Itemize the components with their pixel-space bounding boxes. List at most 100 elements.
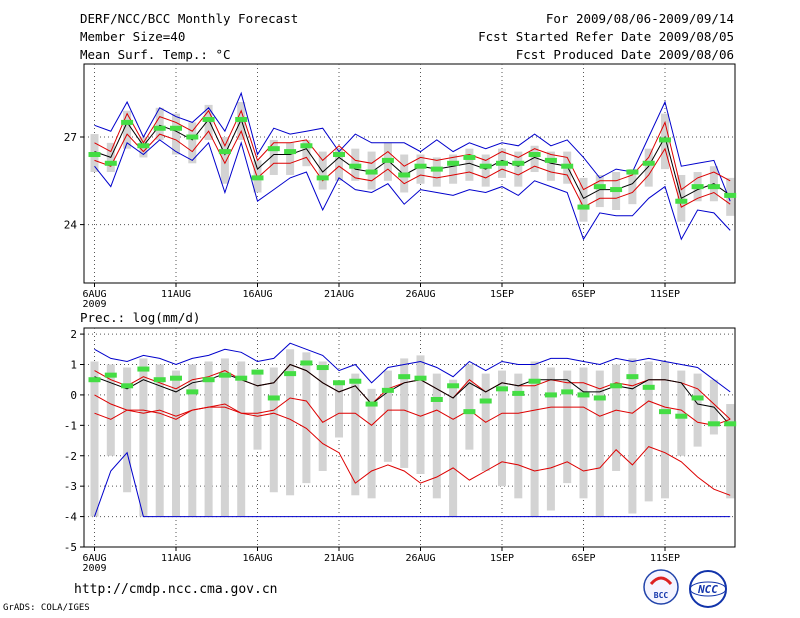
temp-box	[546, 151, 555, 181]
prec-year-label: 2009	[82, 563, 106, 574]
prec-box	[563, 370, 572, 484]
prec-box	[318, 361, 327, 471]
prec-series-mean	[94, 363, 731, 426]
temp-xtick-label: 11SEP	[650, 289, 680, 300]
prec-median-mark	[512, 390, 525, 396]
temp-median-mark	[202, 116, 215, 122]
temp-median-mark	[447, 160, 460, 166]
temp-median-mark	[528, 152, 541, 158]
temp-series-lower	[94, 129, 731, 208]
prec-box	[498, 370, 506, 487]
temp-box	[188, 122, 197, 164]
temp-box	[286, 142, 295, 175]
prec-box	[432, 373, 441, 499]
temp-series-mean	[94, 118, 731, 200]
prec-median-mark	[626, 374, 639, 380]
prec-xtick-label: 26AUG	[405, 553, 435, 564]
temp-median-mark	[88, 152, 101, 158]
prec-box	[579, 367, 588, 499]
prec-median-mark	[104, 372, 117, 378]
temp-box	[579, 177, 588, 222]
prec-median-mark	[496, 386, 508, 392]
prec-median-mark	[316, 365, 329, 371]
temp-box	[481, 154, 490, 187]
forecast-range: For 2009/08/06-2009/09/14	[545, 11, 734, 26]
bcc-logo: BCC	[643, 569, 679, 605]
temp-median-mark	[381, 157, 394, 163]
temp-xtick-label: 21AUG	[324, 289, 354, 300]
prec-box	[546, 367, 555, 511]
prec-median-mark	[235, 375, 248, 381]
temp-median-mark	[251, 175, 264, 181]
prec-xtick-label: 21AUG	[324, 553, 354, 564]
prec-series-inner-low	[94, 406, 731, 496]
prec-median-mark	[381, 387, 394, 393]
temp-median-mark	[349, 163, 362, 169]
temp-median-mark	[153, 125, 166, 131]
prec-box	[465, 364, 474, 450]
prec-median-mark	[414, 375, 427, 381]
prec-xtick-label: 16AUG	[242, 553, 272, 564]
prec-median-mark	[593, 395, 606, 401]
prec-box	[139, 358, 148, 517]
temp-xtick-label: 6SEP	[571, 289, 595, 300]
temp-xtick-label: 16AUG	[242, 289, 272, 300]
temp-box	[155, 107, 164, 140]
prec-box	[220, 358, 229, 517]
prec-box	[237, 361, 246, 517]
temp-median-mark	[479, 163, 492, 169]
prec-median-mark	[528, 378, 541, 384]
prec-median-mark	[675, 413, 688, 419]
temp-box	[465, 148, 474, 181]
prec-median-mark	[284, 371, 297, 377]
bcc-logo-mark	[649, 576, 673, 586]
temp-median-mark	[675, 198, 688, 204]
temp-xtick-label: 6AUG	[82, 289, 106, 300]
prec-median-mark	[333, 380, 345, 386]
prec-ytick-label: -4	[64, 511, 78, 524]
prec-box	[595, 370, 604, 517]
prec-median-mark	[202, 377, 215, 383]
prec-median-mark	[479, 398, 492, 404]
temp-median-mark	[626, 169, 639, 175]
temp-box	[123, 110, 132, 149]
prec-box	[644, 361, 653, 502]
precip-ylabel: Prec.: log(mm/d)	[80, 310, 200, 325]
member-size: Member Size=40	[80, 29, 186, 44]
prec-box	[302, 352, 311, 484]
prec-box	[416, 355, 425, 474]
precipitation-plot-frame	[83, 327, 736, 548]
prec-box	[612, 364, 621, 471]
prec-median-mark	[267, 395, 280, 401]
temp-box	[514, 151, 523, 187]
prec-box	[188, 364, 197, 517]
variable-label: Mean Surf. Temp.: °C	[80, 47, 231, 62]
prec-median-mark	[544, 392, 557, 398]
temp-median-mark	[707, 184, 720, 190]
temp-box	[595, 174, 604, 208]
prec-box	[172, 370, 180, 517]
prec-box	[123, 367, 132, 493]
prec-median-mark	[610, 383, 623, 389]
temp-median-mark	[333, 152, 345, 158]
prec-box	[155, 364, 164, 517]
prec-box	[204, 361, 213, 517]
prec-median-mark	[659, 409, 671, 415]
grads-credit: GrADS: COLA/IGES	[3, 603, 90, 613]
prec-xtick-label: 6SEP	[571, 553, 595, 564]
temp-box	[628, 169, 637, 205]
temp-box	[302, 139, 311, 167]
bcc-logo-text: BCC	[654, 591, 669, 600]
temp-box	[172, 113, 180, 155]
prec-box	[351, 373, 360, 496]
chart-title: DERF/NCC/BCC Monthly Forecast	[80, 11, 299, 26]
prec-median-mark	[137, 366, 150, 372]
temp-median-mark	[691, 184, 704, 190]
temp-median-mark	[512, 160, 525, 166]
temp-median-mark	[724, 192, 737, 198]
temp-series-max	[94, 91, 731, 202]
temp-box	[432, 157, 441, 187]
temp-median-mark	[316, 175, 329, 181]
temp-median-mark	[186, 134, 199, 140]
temp-median-mark	[365, 169, 378, 175]
